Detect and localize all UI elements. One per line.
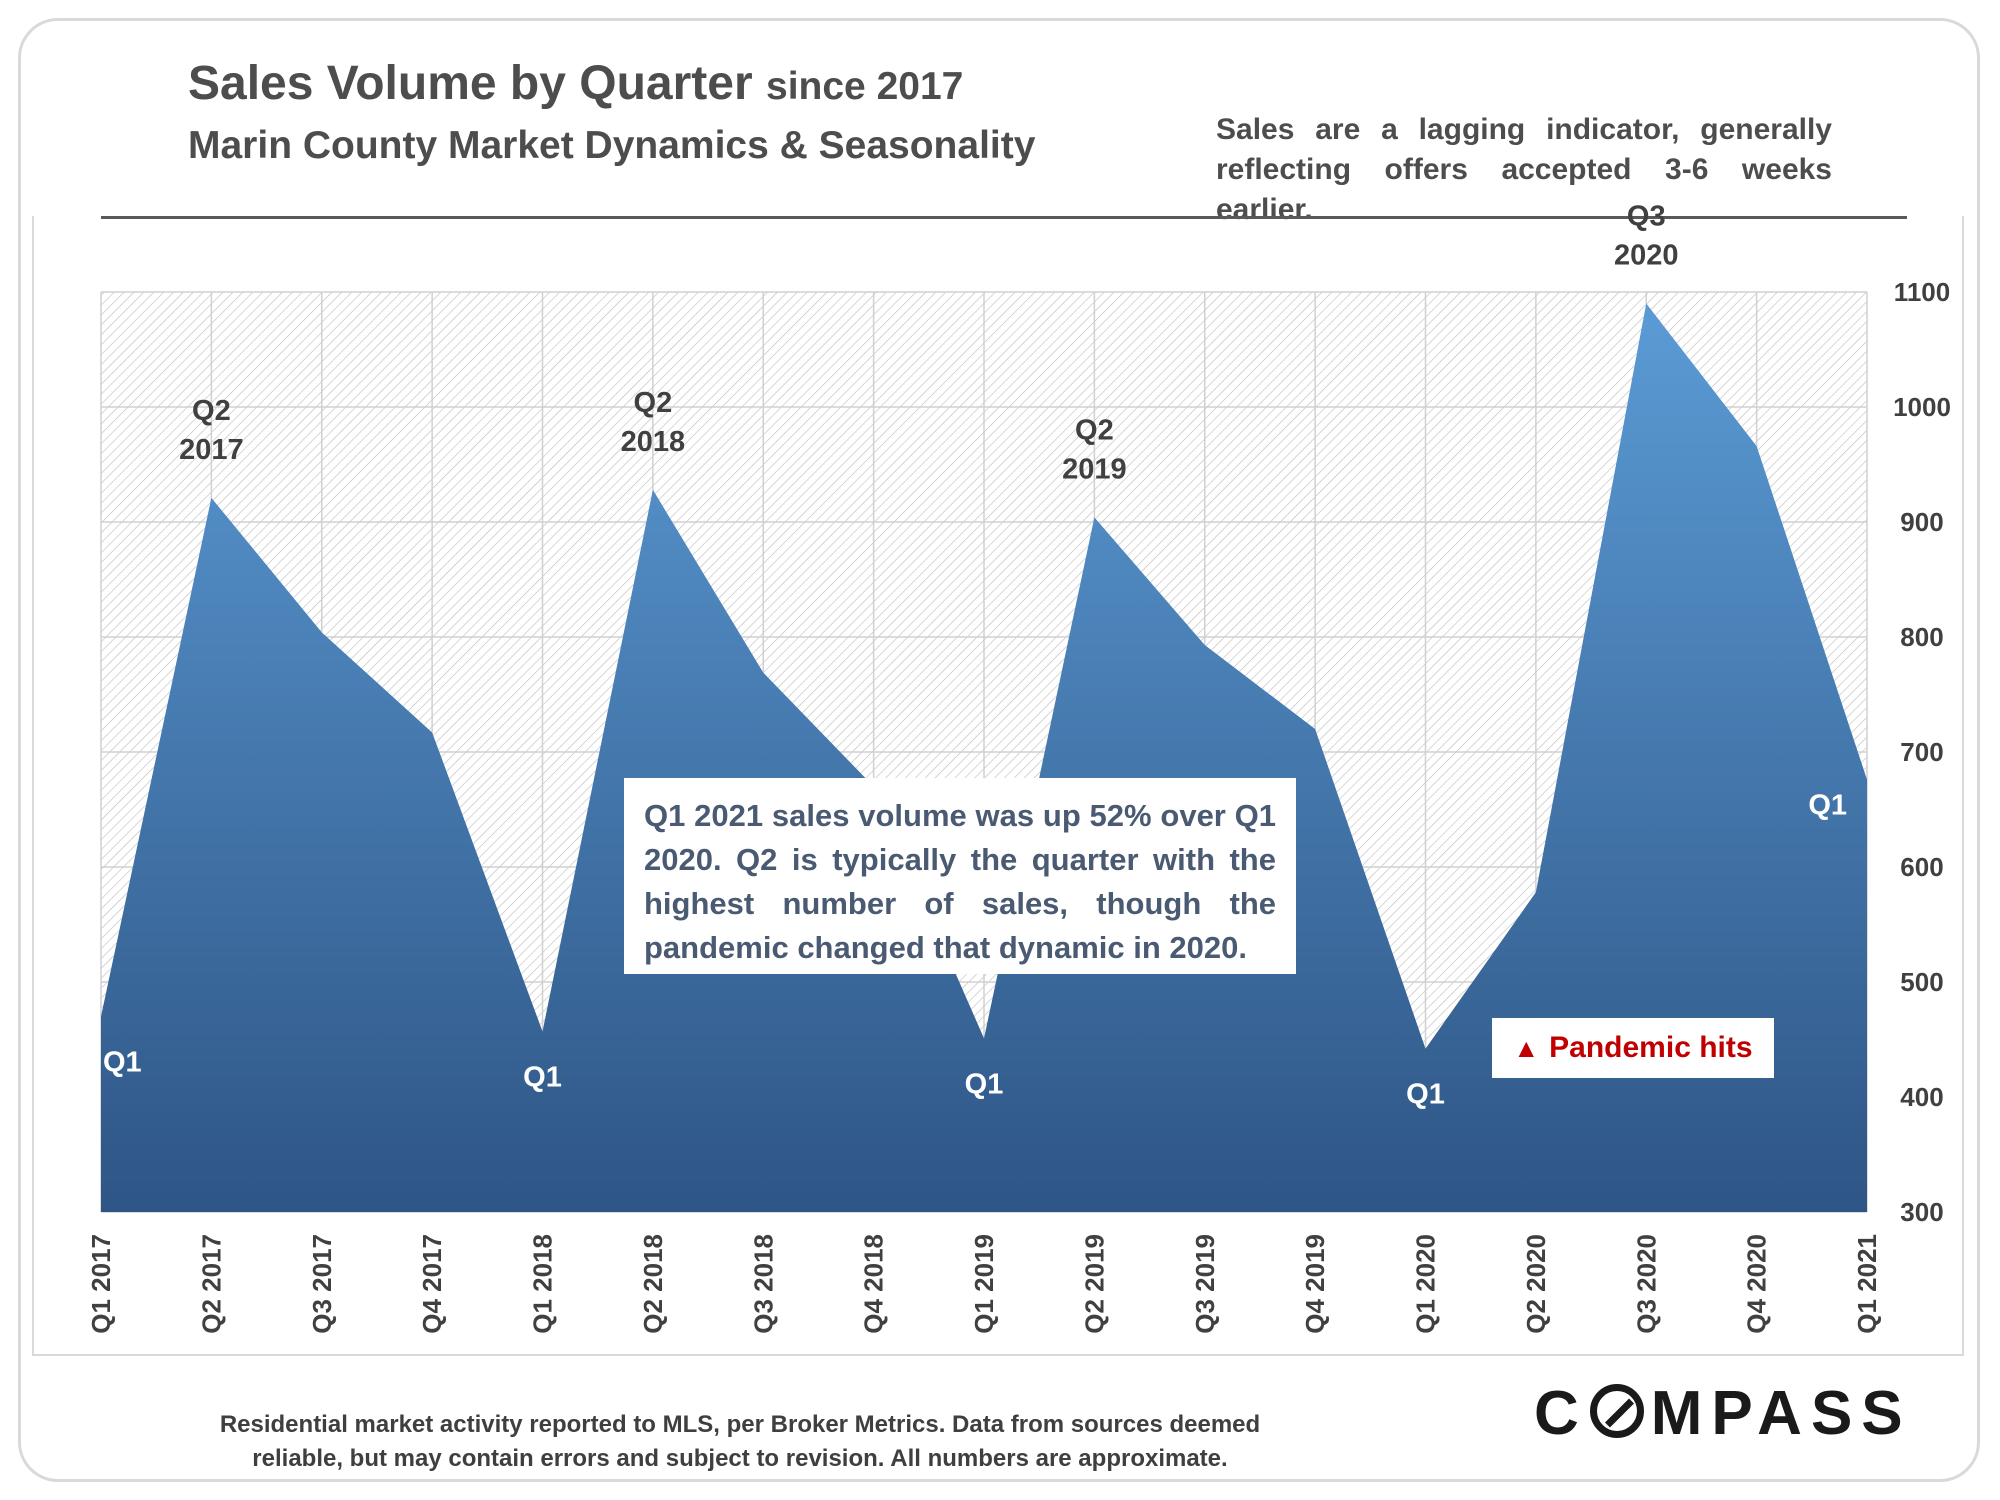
y-tick-label: 1000 bbox=[1893, 392, 1951, 422]
compass-o-icon bbox=[1589, 1384, 1644, 1438]
lagging-indicator-note: Sales are a lagging indicator, generally… bbox=[1216, 113, 1832, 226]
q1-label: Q1 bbox=[523, 1061, 562, 1093]
compass-logo: C MPASS bbox=[1534, 1378, 1912, 1449]
q1-label: Q1 bbox=[965, 1068, 1004, 1100]
peak-label: Q2 bbox=[1075, 414, 1114, 446]
footer-disclaimer: Residential market activity reported to … bbox=[160, 1408, 1320, 1476]
peak-label: 2018 bbox=[621, 426, 686, 458]
chart-area-border bbox=[32, 216, 1964, 1356]
q1-label: Q1 bbox=[103, 1047, 142, 1079]
peak-label: Q3 bbox=[1627, 201, 1666, 233]
y-tick-label: 400 bbox=[1900, 1082, 1943, 1112]
logo-text-prefix: C bbox=[1534, 1379, 1588, 1448]
pandemic-marker: ▲ Pandemic hits bbox=[1492, 1018, 1774, 1078]
y-tick-label: 900 bbox=[1900, 507, 1943, 537]
x-tick-label: Q1 2021 bbox=[1852, 1234, 1882, 1334]
x-tick-label: Q2 2019 bbox=[1079, 1234, 1109, 1334]
x-tick-label: Q2 2020 bbox=[1521, 1234, 1551, 1334]
q1-label: Q1 bbox=[1808, 790, 1847, 822]
footer-line-1: Residential market activity reported to … bbox=[219, 1411, 1261, 1438]
x-tick-label: Q1 2019 bbox=[969, 1234, 999, 1334]
x-tick-label: Q1 2017 bbox=[86, 1234, 116, 1334]
x-tick-label: Q4 2018 bbox=[859, 1234, 889, 1334]
peak-label: 2020 bbox=[1614, 240, 1679, 272]
peak-label: 2019 bbox=[1062, 453, 1127, 485]
x-tick-label: Q4 2020 bbox=[1742, 1234, 1772, 1334]
x-tick-label: Q3 2019 bbox=[1190, 1234, 1220, 1334]
x-tick-label: Q2 2018 bbox=[638, 1234, 668, 1334]
x-tick-label: Q3 2018 bbox=[748, 1234, 778, 1334]
x-tick-label: Q4 2019 bbox=[1300, 1234, 1330, 1334]
chart-title: Sales Volume by Quarter since 2017 bbox=[188, 56, 963, 111]
y-tick-label: 300 bbox=[1900, 1197, 1943, 1227]
x-tick-label: Q3 2020 bbox=[1631, 1234, 1661, 1334]
x-tick-label: Q3 2017 bbox=[307, 1234, 337, 1334]
peak-label: 2017 bbox=[179, 434, 244, 466]
callout-box: Q1 2021 sales volume was up 52% over Q1 … bbox=[624, 778, 1296, 974]
y-tick-label: 600 bbox=[1900, 852, 1943, 882]
header-divider bbox=[101, 216, 1907, 219]
x-tick-label: Q2 2017 bbox=[196, 1234, 226, 1334]
sales-volume-chart: 300 400 500 600 700 800 900 1000 1100 Q1 2017 Q2 … bbox=[86, 201, 1951, 1334]
x-tick-label: Q1 2020 bbox=[1411, 1234, 1441, 1334]
sales-area-series bbox=[101, 303, 1867, 1212]
y-tick-label: 500 bbox=[1900, 967, 1943, 997]
logo-text-suffix: MPASS bbox=[1650, 1379, 1912, 1448]
peak-label: Q2 bbox=[192, 395, 231, 427]
triangle-up-icon: ▲ bbox=[1513, 1032, 1540, 1063]
footer-line-2: reliable, but may contain errors and sub… bbox=[252, 1445, 1228, 1472]
chart-title-main: Sales Volume by Quarter bbox=[188, 57, 753, 110]
pandemic-label: Pandemic hits bbox=[1549, 1031, 1753, 1064]
chart-title-suffix: since 2017 bbox=[766, 65, 964, 108]
q1-label: Q1 bbox=[1406, 1079, 1445, 1111]
y-tick-label: 800 bbox=[1900, 622, 1943, 652]
y-tick-label: 700 bbox=[1900, 737, 1943, 767]
x-tick-label: Q1 2018 bbox=[528, 1234, 558, 1334]
chart-subtitle: Marin County Market Dynamics & Seasonali… bbox=[188, 124, 1036, 167]
x-tick-label: Q4 2017 bbox=[417, 1234, 447, 1334]
peak-label: Q2 bbox=[634, 387, 673, 419]
y-tick-label: 1100 bbox=[1894, 277, 1950, 307]
